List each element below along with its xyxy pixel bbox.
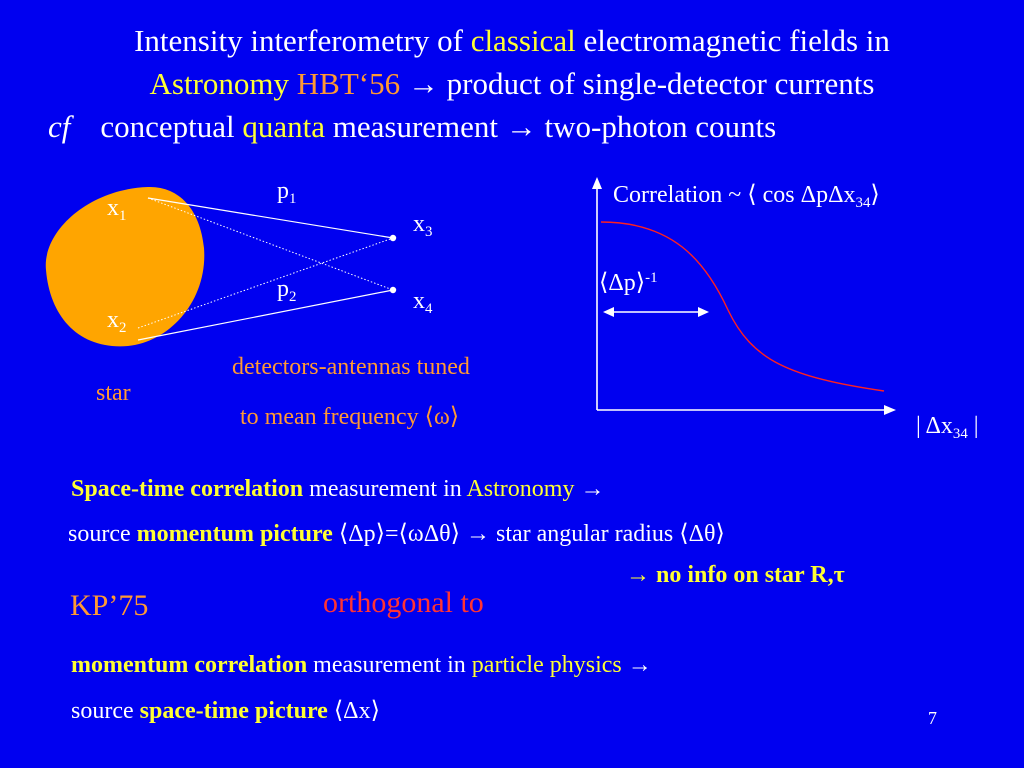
section2-line-1: momentum correlation measurement in part… (71, 652, 652, 678)
label-p2: p2 (277, 276, 297, 306)
label-x4: x4 (413, 288, 433, 318)
section1-line-3: → no info on star R,τ (626, 562, 845, 588)
plot-x-arrowhead (884, 405, 896, 415)
label-x2: x2 (107, 307, 127, 337)
width-label: ⟨Δp⟩-1 (599, 269, 658, 296)
ray-x2-x3 (137, 237, 394, 329)
detector-x4-dot (389, 286, 397, 294)
kp-label: KP’75 (70, 589, 149, 622)
section1-line-1: Space-time correlation measurement in As… (71, 476, 605, 502)
title-line-1: Intensity interferometry of classical el… (134, 23, 890, 58)
correlation-curve (600, 221, 885, 392)
star-shape (45, 186, 205, 347)
detectors-label-line-2: to mean frequency ⟨ω⟩ (240, 404, 460, 430)
plot-y-label: Correlation ~ ⟨ cos ΔpΔx34⟩ (613, 182, 880, 212)
width-arrow-right-head (698, 307, 709, 317)
section1-line-2: source momentum picture ⟨Δp⟩=⟨ωΔθ⟩ → sta… (68, 521, 725, 547)
detectors-label-line-1: detectors-antennas tuned (232, 354, 470, 380)
orthogonal-label: orthogonal to (323, 586, 484, 619)
width-arrow-left-head (603, 307, 614, 317)
plot-x-label: | Δx34 | (916, 413, 979, 443)
title-line-3: cf conceptual quanta measurement → two-ph… (48, 109, 777, 144)
plot-y-arrowhead (592, 177, 602, 189)
ray-x2-x4 (137, 289, 394, 341)
title-line-2: Astronomy HBT‘56 → product of single-det… (149, 66, 875, 101)
detector-x3-dot (389, 234, 397, 242)
section2-line-2: source space-time picture ⟨Δx⟩ (71, 698, 380, 724)
page-number: 7 (928, 708, 937, 728)
label-x3: x3 (413, 211, 433, 241)
ray-x1-x3 (147, 197, 394, 239)
label-p1: p1 (277, 178, 297, 208)
label-x1: x1 (107, 195, 127, 225)
ray-x1-x4 (147, 197, 394, 291)
star-label: star (96, 380, 131, 406)
